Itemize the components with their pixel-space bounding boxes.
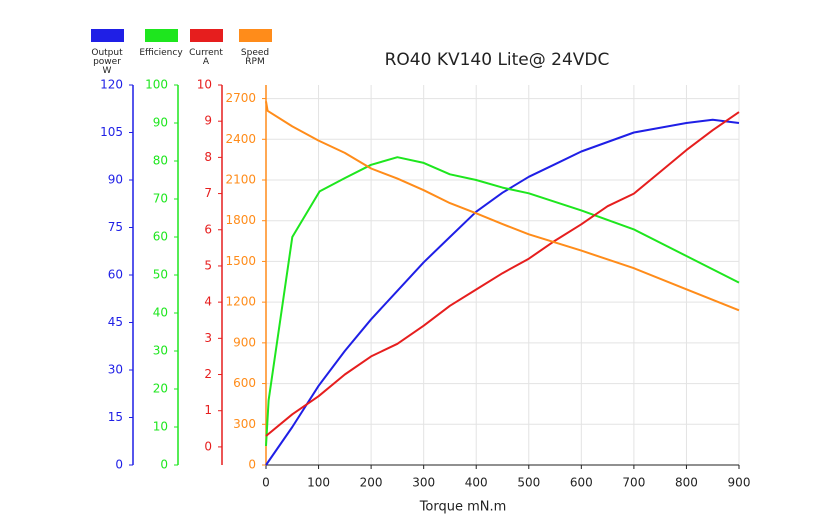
legend-label: Current A xyxy=(189,48,223,67)
y-tick-label: 6 xyxy=(204,222,212,236)
y-tick-label: 60 xyxy=(153,230,168,244)
y-tick-label: 300 xyxy=(233,417,256,431)
x-axis-label: Torque mN.m xyxy=(419,500,507,515)
y-tick-label: 45 xyxy=(108,315,123,329)
y-tick-label: 30 xyxy=(108,363,123,377)
x-tick-label: 700 xyxy=(622,476,645,490)
x-tick-label: 100 xyxy=(307,476,330,490)
legend-swatch xyxy=(91,29,124,42)
y-tick-label: 70 xyxy=(153,192,168,206)
x-tick-label: 300 xyxy=(412,476,435,490)
y-tick-label: 10 xyxy=(153,420,168,434)
y-tick-label: 90 xyxy=(108,173,123,187)
y-tick-label: 9 xyxy=(204,114,212,128)
y-tick-label: 2 xyxy=(204,367,212,381)
series-line xyxy=(265,111,740,437)
legend-swatch xyxy=(190,29,223,42)
y-tick-label: 1 xyxy=(204,403,212,417)
legend-swatch xyxy=(145,29,178,42)
series-line xyxy=(265,101,740,312)
y-tick-label: 90 xyxy=(153,116,168,130)
y-tick-label: 1800 xyxy=(225,213,256,227)
y-tick-label: 900 xyxy=(233,335,256,349)
y-tick-label: 8 xyxy=(204,150,212,164)
x-tick-label: 900 xyxy=(728,476,751,490)
y-tick-label: 40 xyxy=(153,306,168,320)
y-tick-label: 1200 xyxy=(225,295,256,309)
x-tick-label: 800 xyxy=(675,476,698,490)
y-tick-label: 0 xyxy=(115,458,123,472)
chart-title: RO40 KV140 Lite@ 24VDC xyxy=(385,50,610,70)
y-tick-label: 0 xyxy=(204,439,212,453)
legend-label: Output power W xyxy=(91,48,123,76)
y-tick-label: 15 xyxy=(108,410,123,424)
y-tick-label: 80 xyxy=(153,154,168,168)
y-tick-label: 0 xyxy=(248,458,256,472)
y-tick-label: 60 xyxy=(108,268,123,282)
y-tick-label: 100 xyxy=(145,78,168,92)
y-tick-label: 0 xyxy=(160,458,168,472)
y-tick-label: 600 xyxy=(233,376,256,390)
y-tick-label: 105 xyxy=(100,125,123,139)
y-tick-label: 120 xyxy=(100,78,123,92)
y-tick-label: 10 xyxy=(197,78,212,92)
y-tick-label: 30 xyxy=(153,344,168,358)
y-tick-label: 50 xyxy=(153,268,168,282)
y-tick-label: 3 xyxy=(204,331,212,345)
legend-label: Speed RPM xyxy=(241,48,269,67)
y-tick-label: 20 xyxy=(153,382,168,396)
y-tick-label: 2700 xyxy=(225,91,256,105)
y-tick-label: 1500 xyxy=(225,254,256,268)
y-tick-label: 2100 xyxy=(225,173,256,187)
series-line xyxy=(265,118,740,466)
y-tick-label: 5 xyxy=(204,258,212,272)
y-tick-label: 2400 xyxy=(225,132,256,146)
series-line xyxy=(265,156,740,447)
x-tick-label: 400 xyxy=(465,476,488,490)
legend-swatch xyxy=(239,29,272,42)
y-tick-label: 7 xyxy=(204,186,212,200)
x-tick-label: 0 xyxy=(262,476,270,490)
legend-label: Efficiency xyxy=(139,48,183,58)
x-tick-label: 200 xyxy=(360,476,383,490)
x-tick-label: 500 xyxy=(517,476,540,490)
y-tick-label: 4 xyxy=(204,295,212,309)
x-tick-label: 600 xyxy=(570,476,593,490)
y-tick-label: 75 xyxy=(108,220,123,234)
